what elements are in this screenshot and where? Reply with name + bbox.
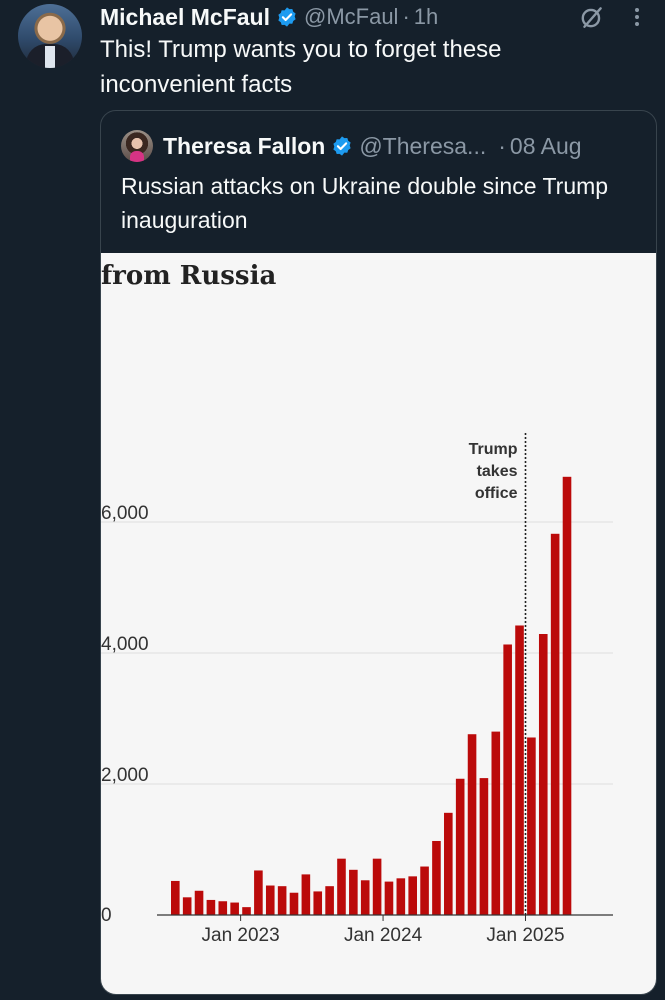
tweet-text: This! Trump wants you to forget these in…	[100, 36, 502, 98]
chart-image[interactable]: from Russia 0 2,000 4,000 6,000 Jan 2023 Jan …	[101, 253, 656, 994]
tweet-time[interactable]: 1h	[413, 4, 439, 29]
bar	[527, 737, 536, 915]
annotation-line-text: takes	[477, 463, 518, 480]
bar	[289, 892, 299, 915]
x-tick-label: Jan 2024	[344, 925, 423, 946]
bar	[444, 812, 453, 915]
bar	[349, 869, 358, 915]
bar	[479, 778, 489, 915]
bar	[301, 874, 311, 915]
quoted-tweet[interactable]: Theresa Fallon @Theresa... · 08 Aug Russ…	[100, 110, 657, 995]
grok-icon[interactable]	[579, 4, 605, 30]
bar	[218, 901, 228, 915]
y-tick-label: 0	[101, 905, 112, 926]
annotation-line-text: Trump	[469, 441, 518, 458]
separator-dot: ·	[402, 4, 410, 29]
bar	[408, 876, 417, 915]
bar	[372, 858, 382, 915]
bar	[265, 885, 275, 915]
bar	[360, 880, 370, 915]
quote-author-name[interactable]: Theresa Fallon	[163, 132, 326, 159]
quote-date[interactable]: 08 Aug	[509, 132, 582, 159]
chart-title: from Russia	[101, 261, 277, 291]
verified-badge-icon	[333, 136, 351, 156]
bar	[206, 899, 216, 915]
bar	[337, 858, 346, 915]
bar	[171, 880, 180, 915]
quote-author-avatar[interactable]	[121, 130, 153, 162]
bar	[420, 866, 429, 915]
annotation-line-text: office	[475, 485, 518, 502]
verified-badge-icon	[278, 7, 296, 27]
quote-text: Russian attacks on Ukraine double since …	[121, 173, 609, 233]
bar	[194, 890, 204, 915]
bar	[467, 734, 477, 915]
avatar-clothing	[130, 151, 144, 162]
tweet-header: Michael McFaul @McFaul · 1h	[100, 2, 647, 32]
more-icon[interactable]	[627, 5, 647, 29]
author-name[interactable]: Michael McFaul	[100, 3, 270, 30]
bar	[455, 778, 465, 915]
bar	[550, 533, 560, 915]
bar	[562, 476, 572, 915]
author-avatar[interactable]	[18, 4, 82, 68]
separator-dot: ·	[498, 132, 506, 159]
bar	[396, 878, 406, 915]
bar	[182, 897, 192, 915]
x-tick-label: Jan 2023	[202, 925, 280, 946]
x-tick-label: Jan 2025	[486, 925, 564, 946]
avatar-shirt	[45, 46, 55, 68]
bar	[515, 625, 524, 915]
bar-chart: 0 2,000 4,000 6,000 Jan 2023 Jan 2024 Jan 2025…	[101, 433, 613, 946]
bar	[242, 907, 251, 915]
bar	[503, 644, 512, 915]
bar	[230, 902, 239, 915]
author-handle[interactable]: @McFaul	[303, 4, 399, 29]
quote-author-handle[interactable]: @Theresa...	[359, 132, 487, 159]
bar	[384, 881, 394, 915]
bar	[432, 840, 441, 915]
annotation-label: Trump takes office	[469, 441, 518, 502]
quote-header: Theresa Fallon @Theresa... · 08 Aug	[121, 129, 638, 163]
bar	[254, 870, 263, 915]
bar	[538, 634, 548, 915]
bar	[313, 891, 323, 915]
y-tick-label: 2,000	[101, 765, 149, 786]
bar	[325, 886, 334, 915]
y-tick-label: 6,000	[101, 503, 149, 524]
bar	[491, 731, 501, 915]
bar	[277, 886, 287, 915]
y-tick-label: 4,000	[101, 634, 149, 655]
